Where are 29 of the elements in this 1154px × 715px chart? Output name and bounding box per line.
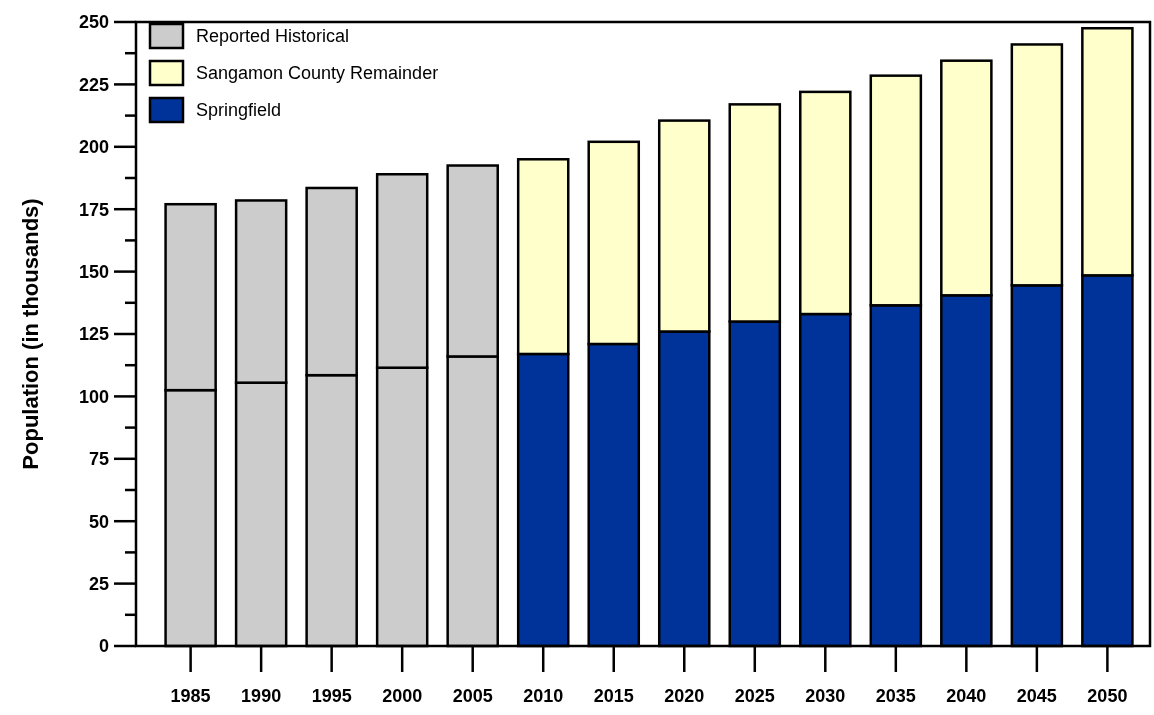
x-tick-label: 1990 <box>241 686 282 707</box>
legend-label: Sangamon County Remainder <box>196 63 439 84</box>
x-tick-label: 2040 <box>946 686 987 707</box>
y-tick-label: 50 <box>88 511 109 532</box>
x-tick-label: 2020 <box>664 686 705 707</box>
legend-label: Springfield <box>196 100 282 121</box>
x-tick-label: 2035 <box>875 686 916 707</box>
x-tick-label: 2015 <box>593 686 634 707</box>
x-tick-label: 2000 <box>382 686 423 707</box>
y-tick-label: 150 <box>78 261 109 282</box>
y-tick-label: 250 <box>78 12 109 33</box>
y-tick-label: 75 <box>88 449 109 470</box>
x-tick-label: 2030 <box>805 686 846 707</box>
y-tick-label: 225 <box>78 74 109 95</box>
x-tick-label: 2025 <box>734 686 775 707</box>
y-tick-label: 125 <box>78 324 109 345</box>
x-tick-label: 2010 <box>523 686 564 707</box>
y-tick-label: 25 <box>88 573 109 594</box>
x-tick-label: 2050 <box>1087 686 1128 707</box>
y-axis-title: Population (in thousands) <box>17 198 43 470</box>
x-tick-label: 1995 <box>311 686 352 707</box>
x-tick-label: 2005 <box>452 686 493 707</box>
y-tick-label: 0 <box>98 636 109 657</box>
y-tick-label: 175 <box>78 199 109 220</box>
y-tick-label: 200 <box>78 137 109 158</box>
x-tick-label: 1985 <box>170 686 211 707</box>
x-tick-label: 2045 <box>1016 686 1057 707</box>
y-tick-label: 100 <box>78 386 109 407</box>
legend-label: Reported Historical <box>196 26 350 47</box>
